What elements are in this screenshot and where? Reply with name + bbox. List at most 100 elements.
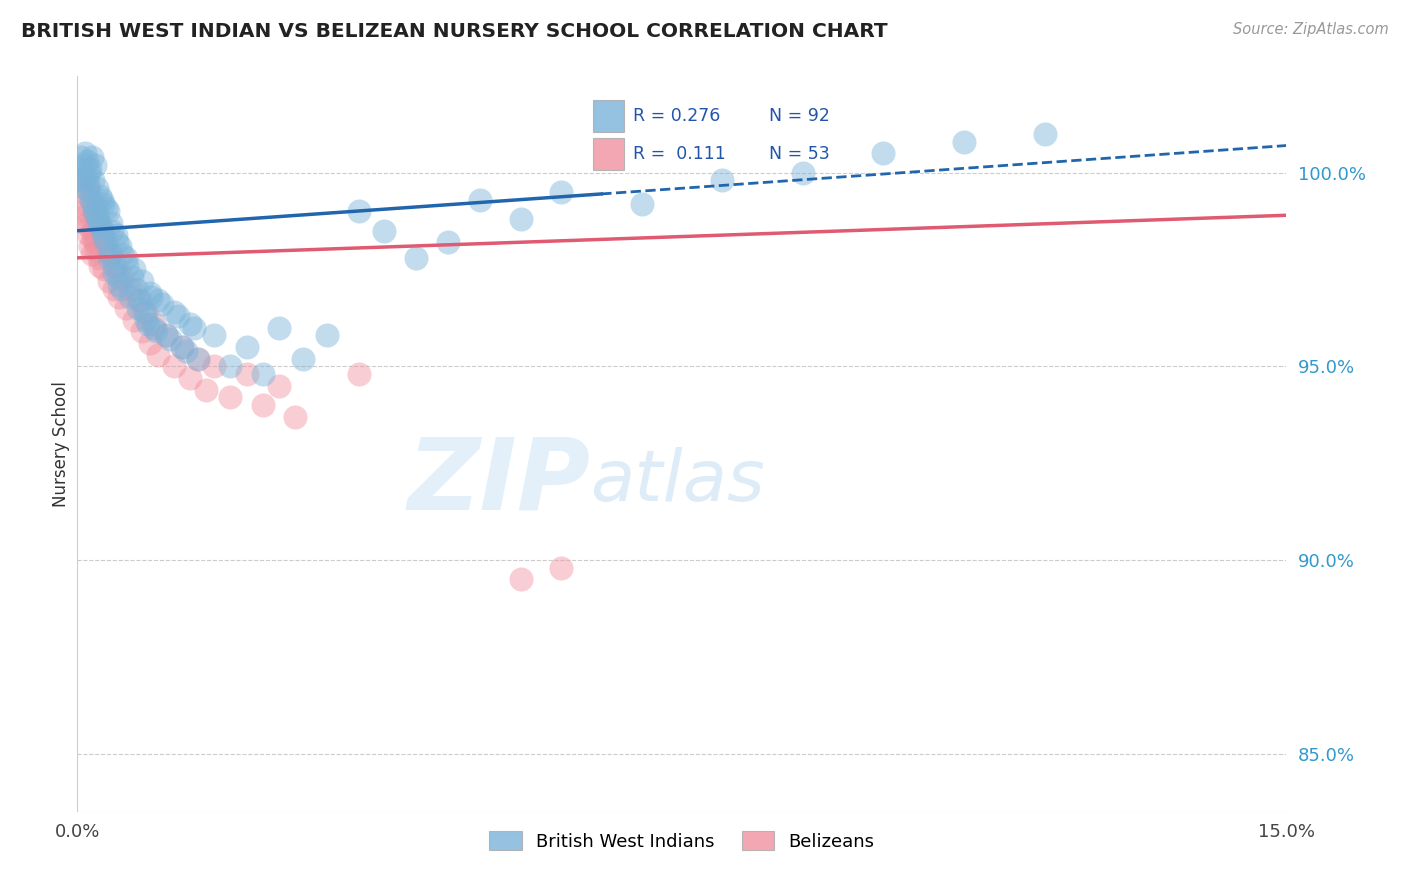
- Point: [103, 266, 125, 280]
- Point: [87, 216, 110, 230]
- Point: [111, 270, 134, 285]
- Point: [72, 173, 94, 187]
- Text: atlas: atlas: [591, 447, 765, 516]
- Point: [97, 274, 120, 288]
- Point: [127, 301, 149, 316]
- Point: [118, 282, 141, 296]
- Point: [108, 277, 131, 292]
- Point: [146, 348, 169, 362]
- Point: [70, 173, 93, 187]
- Point: [76, 216, 98, 230]
- Point: [292, 351, 315, 366]
- Point: [107, 270, 129, 285]
- Point: [150, 297, 173, 311]
- Point: [76, 154, 98, 169]
- Point: [127, 293, 149, 308]
- Point: [131, 274, 153, 288]
- Point: [252, 398, 274, 412]
- Point: [86, 201, 108, 215]
- Point: [349, 367, 371, 381]
- Point: [121, 270, 143, 285]
- Point: [187, 351, 209, 366]
- FancyBboxPatch shape: [593, 100, 624, 132]
- Point: [114, 251, 136, 265]
- Point: [630, 196, 652, 211]
- Point: [100, 247, 122, 261]
- FancyBboxPatch shape: [593, 137, 624, 169]
- Point: [146, 293, 169, 308]
- Text: BRITISH WEST INDIAN VS BELIZEAN NURSERY SCHOOL CORRELATION CHART: BRITISH WEST INDIAN VS BELIZEAN NURSERY …: [21, 22, 887, 41]
- Point: [73, 181, 96, 195]
- Point: [82, 196, 104, 211]
- Point: [550, 185, 572, 199]
- Point: [141, 289, 163, 303]
- Point: [267, 378, 290, 392]
- Point: [155, 328, 177, 343]
- Point: [111, 247, 134, 261]
- Point: [136, 317, 159, 331]
- Point: [87, 251, 110, 265]
- Point: [108, 289, 131, 303]
- Point: [219, 359, 242, 374]
- Point: [100, 216, 122, 230]
- Point: [122, 313, 145, 327]
- Point: [117, 259, 139, 273]
- Legend: British West Indians, Belizeans: British West Indians, Belizeans: [482, 824, 882, 858]
- Point: [142, 317, 165, 331]
- Point: [82, 231, 104, 245]
- Point: [159, 332, 181, 346]
- Point: [76, 178, 98, 192]
- Point: [84, 158, 107, 172]
- Point: [219, 390, 242, 404]
- Point: [79, 219, 101, 234]
- Point: [139, 285, 162, 300]
- Text: R =  0.111: R = 0.111: [633, 145, 725, 163]
- Point: [235, 340, 257, 354]
- Point: [103, 282, 125, 296]
- Point: [349, 204, 371, 219]
- Point: [89, 189, 111, 203]
- Point: [105, 235, 128, 250]
- Point: [76, 181, 98, 195]
- Point: [80, 193, 103, 207]
- Point: [84, 235, 107, 250]
- Point: [73, 196, 96, 211]
- Point: [550, 560, 572, 574]
- Point: [93, 231, 115, 245]
- Point: [91, 196, 114, 211]
- Point: [145, 325, 167, 339]
- Point: [135, 305, 157, 319]
- Point: [470, 193, 492, 207]
- Text: N = 53: N = 53: [769, 145, 830, 163]
- Text: Source: ZipAtlas.com: Source: ZipAtlas.com: [1233, 22, 1389, 37]
- Point: [711, 173, 734, 187]
- Point: [93, 262, 115, 277]
- Point: [111, 282, 134, 296]
- Point: [80, 247, 103, 261]
- Point: [86, 181, 108, 195]
- Point: [82, 173, 104, 187]
- Point: [235, 367, 257, 381]
- Point: [83, 204, 105, 219]
- Point: [167, 309, 190, 323]
- Point: [183, 320, 205, 334]
- Point: [267, 320, 290, 334]
- Point: [179, 371, 201, 385]
- Point: [75, 204, 97, 219]
- Point: [114, 301, 136, 316]
- Point: [105, 227, 128, 242]
- Point: [172, 340, 194, 354]
- Point: [97, 251, 120, 265]
- Point: [108, 239, 131, 253]
- Point: [202, 359, 225, 374]
- Point: [122, 262, 145, 277]
- Point: [103, 259, 125, 273]
- Point: [90, 227, 112, 242]
- Point: [84, 208, 107, 222]
- Point: [97, 204, 120, 219]
- Point: [79, 185, 101, 199]
- Point: [72, 185, 94, 199]
- Point: [90, 219, 112, 234]
- Point: [79, 161, 101, 176]
- Point: [80, 193, 103, 207]
